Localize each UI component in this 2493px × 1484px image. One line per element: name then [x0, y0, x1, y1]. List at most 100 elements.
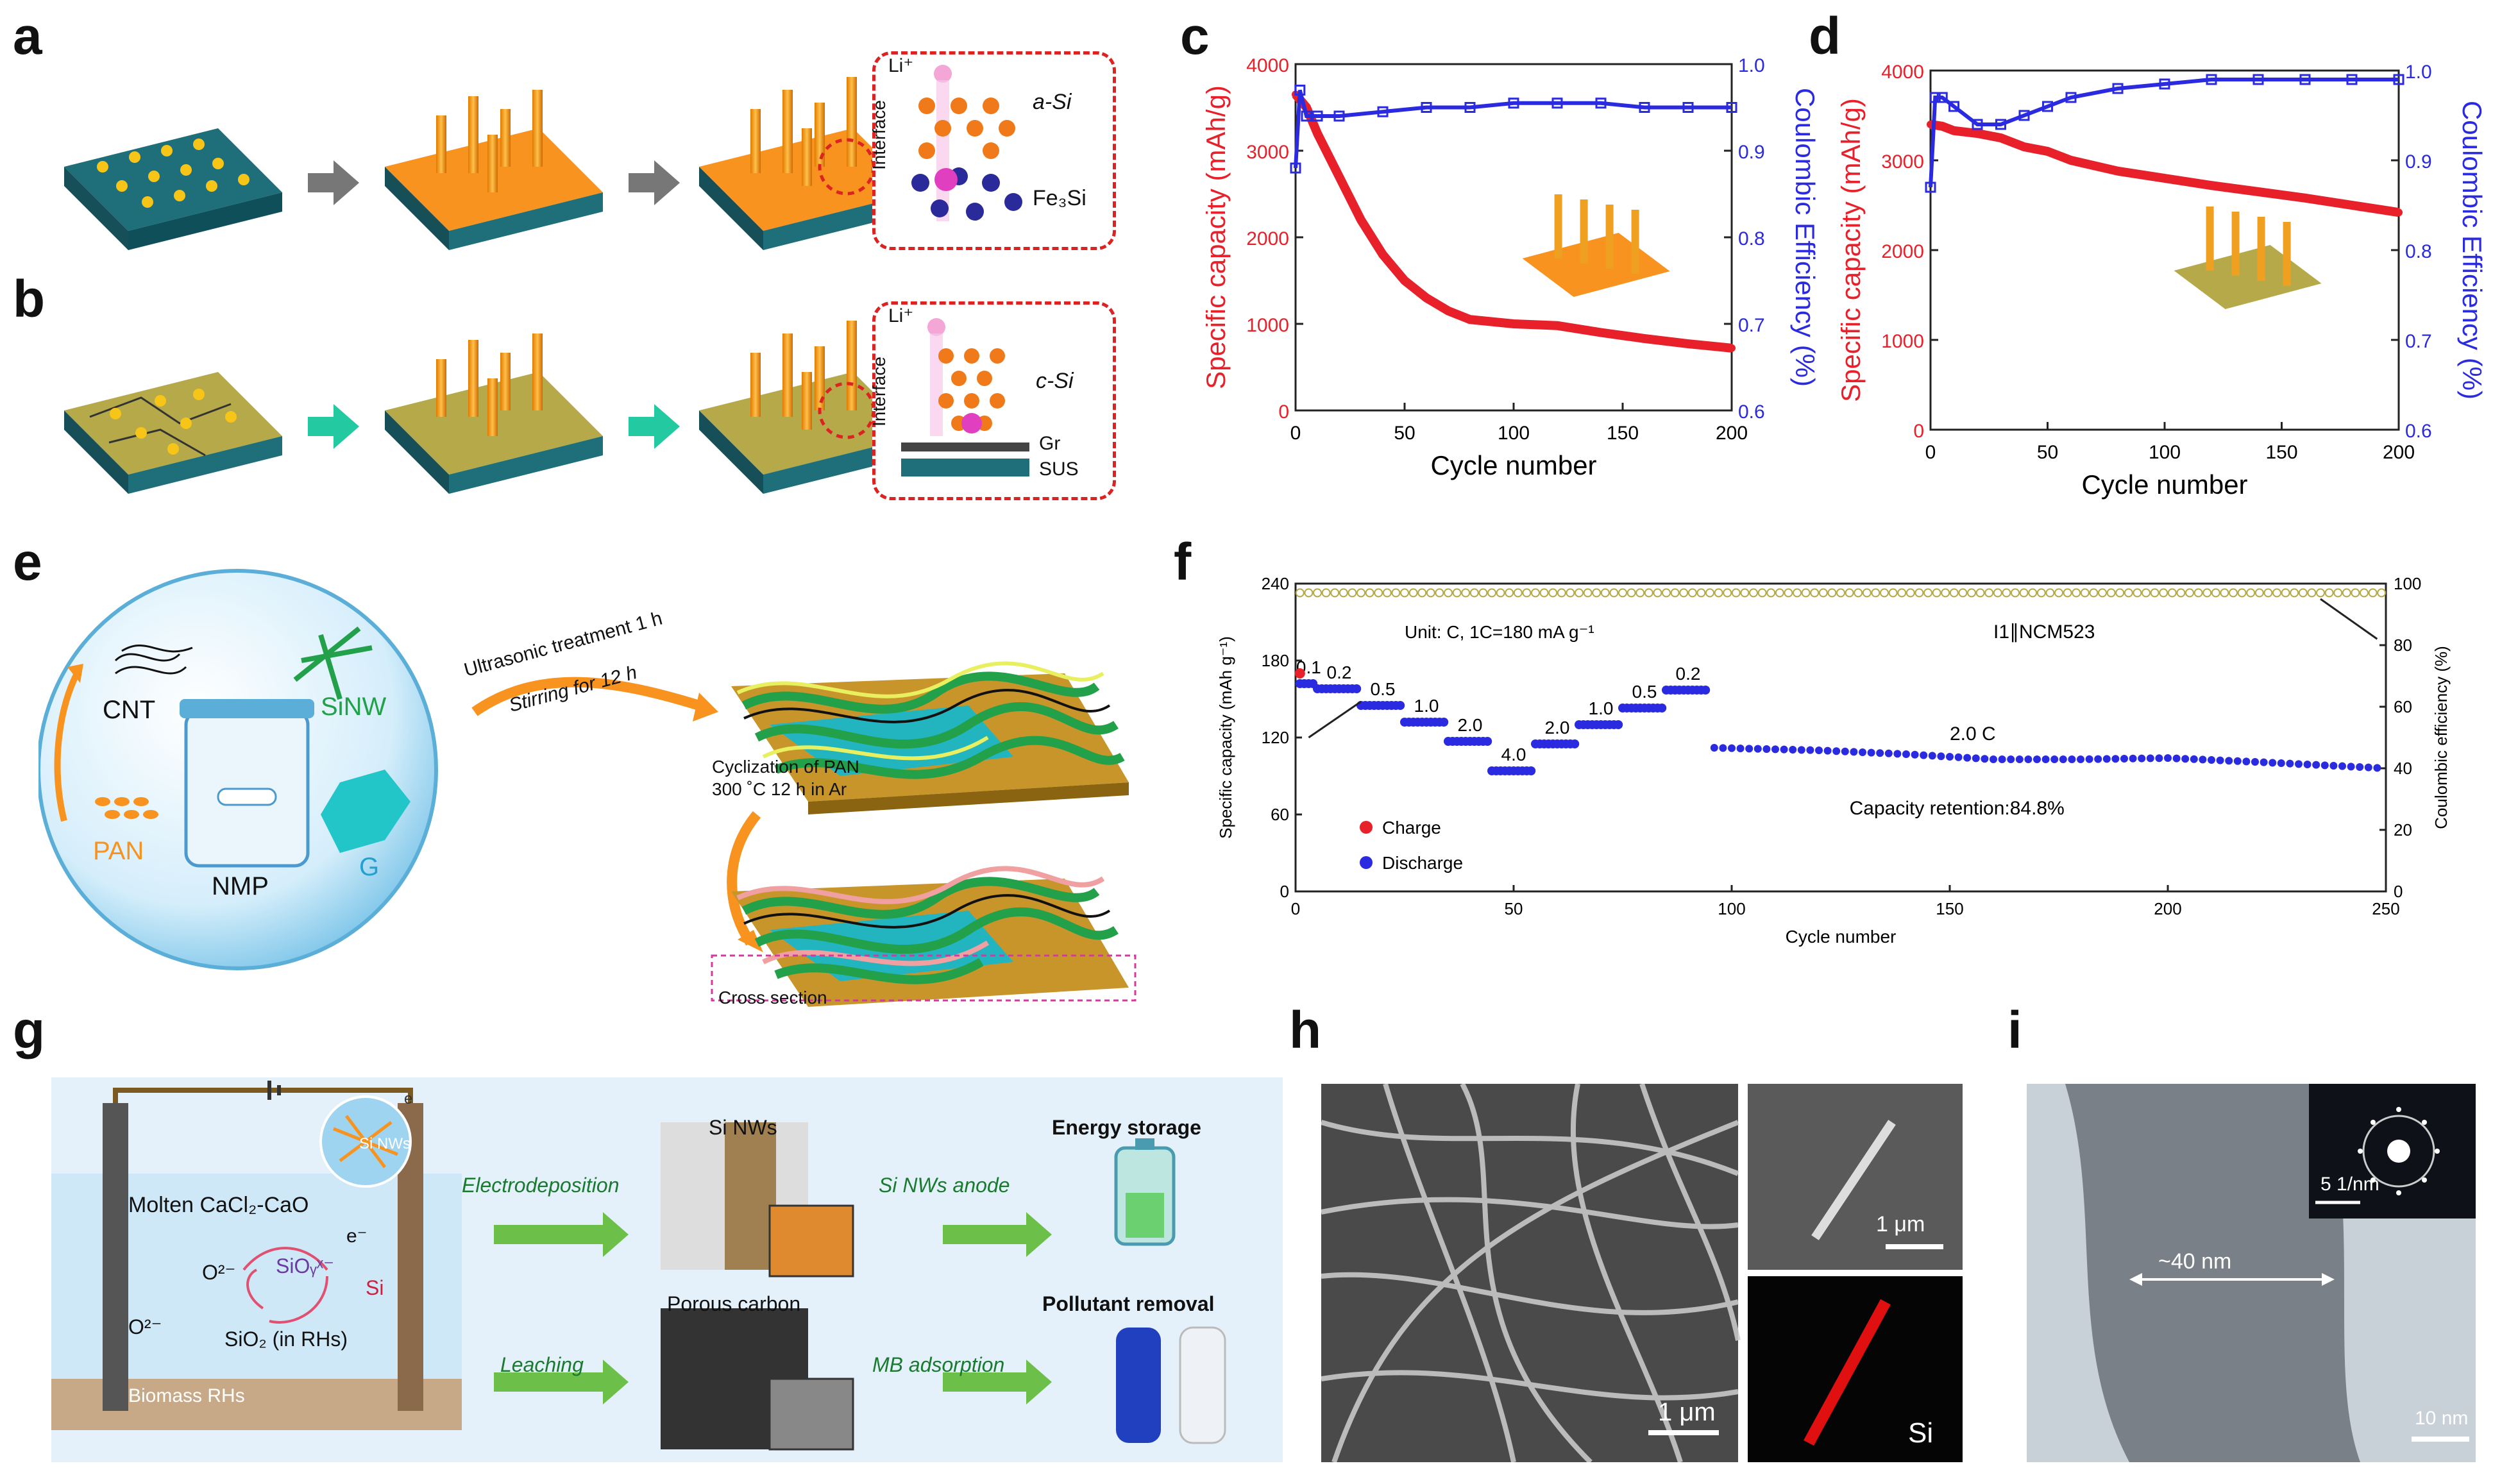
efficiency-point [2045, 588, 2055, 598]
efficiency-point [1871, 588, 1880, 598]
inset-a-interface: Interface [869, 100, 889, 170]
schematic-g [51, 1081, 1226, 1451]
annotation-rate: 2.0 C [1950, 723, 1996, 745]
y2-tick-label: 0.9 [1738, 142, 1765, 163]
efficiency-point [1290, 162, 1301, 174]
efficiency-point [1635, 588, 1645, 598]
discharge-point [2320, 761, 2329, 770]
y-tick-label: 2000 [1881, 241, 1924, 262]
efficiency-point [2193, 588, 2203, 598]
discharge-point [2347, 763, 2355, 771]
discharge-point [1701, 686, 1711, 695]
efficiency-point [2159, 588, 2168, 598]
y2-tick-label: 0.8 [2405, 241, 2432, 262]
legend-charge-marker [1360, 821, 1373, 834]
y2-tick-label: 0 [2394, 882, 2403, 901]
efficiency-point [2176, 588, 2186, 598]
efficiency-point [1505, 588, 1514, 598]
efficiency-point [1949, 588, 1959, 598]
efficiency-point [1391, 588, 1401, 598]
annotation-retention: Capacity retention:84.8% [1850, 798, 2065, 819]
discharge-point [2295, 760, 2303, 768]
efficiency-point [2018, 110, 2030, 121]
inset-a: Li⁺ Interface a-Si Fe₃Si [869, 51, 1116, 250]
label-cnt: CNT [103, 696, 156, 724]
efficiency-point [1723, 588, 1732, 598]
efficiency-point [1705, 588, 1714, 598]
discharge-point [2007, 755, 2015, 763]
discharge-point [2242, 757, 2251, 766]
y2-tick-label: 100 [2394, 574, 2421, 593]
label-nmp: NMP [212, 872, 269, 900]
chart-d: 0 50 100 150 200010002000300040000.60.70.80.… [1841, 62, 2487, 500]
battery-icon [1114, 1138, 1176, 1246]
efficiency-point [1836, 588, 1845, 598]
capacity-point [1950, 126, 1958, 135]
discharge-point [1963, 754, 1972, 762]
efficiency-point [1888, 588, 1898, 598]
efficiency-point [2011, 588, 2020, 598]
label-g: G [359, 853, 380, 881]
substrate-a1 [64, 128, 282, 250]
label-o2-left: O²⁻ [128, 1315, 162, 1338]
efficiency-point [2254, 588, 2264, 598]
discharge-point [1789, 746, 1797, 754]
efficiency-point [1972, 119, 1983, 130]
tem-image-i [2027, 1084, 2476, 1462]
y2-tick-label: 80 [2394, 636, 2412, 655]
capacity-point [2043, 148, 2052, 155]
discharge-point [1483, 737, 1492, 746]
arrow-e1 [471, 677, 701, 716]
efficiency-point [1670, 588, 1680, 598]
y-tick-label: 1000 [1246, 315, 1289, 336]
efficiency-point [2206, 74, 2217, 85]
capacity-point [1728, 344, 1736, 352]
label-si: Si [366, 1276, 384, 1299]
discharge-point [1762, 745, 1771, 753]
efficiency-point [2202, 588, 2212, 598]
x-tick-label: 100 [1718, 899, 1745, 918]
inset-substrate [1522, 233, 1670, 297]
efficiency-point [1627, 588, 1636, 598]
label-cross-section: Cross section [718, 988, 827, 1008]
y-axis-label: Specific capacity (mAh g⁻¹) [1216, 636, 1235, 839]
inset-b-top: c-Si [1036, 369, 1074, 393]
efficiency-point [2290, 588, 2299, 598]
chart-f: 0 50 100 150 200 250060120180240020406080100C… [1216, 574, 2451, 947]
efficiency-point [1551, 97, 1563, 109]
capacity-point [1444, 307, 1452, 315]
discharge-point [1920, 751, 1928, 759]
y2-tick-label: 0.6 [1738, 401, 1765, 423]
efficiency-point [1339, 588, 1348, 598]
efficiency-point [1687, 588, 1697, 598]
efficiency-point [1618, 588, 1627, 598]
efficiency-point [1330, 588, 1340, 598]
arrow-b2 [629, 404, 680, 449]
efficiency-point [1452, 588, 1462, 598]
efficiency-point [1348, 588, 1357, 598]
inset-rod [2206, 207, 2214, 271]
efficiency-point [1548, 588, 1558, 598]
graphene-icon [321, 770, 410, 853]
inset-rod [1631, 210, 1639, 274]
discharge-point [1981, 755, 1989, 763]
efficiency-point [2351, 588, 2360, 598]
discharge-point [1736, 745, 1745, 752]
efficiency-point [2098, 588, 2107, 598]
capacity-point [2348, 201, 2356, 209]
capacity-point [2395, 208, 2403, 217]
label-electrodeposition: Electrodeposition [462, 1174, 620, 1197]
capacity-point [2114, 167, 2122, 175]
panel-label-f: f [1174, 533, 1192, 591]
panel-label-a: a [13, 7, 42, 65]
y2-tick-label: 40 [2394, 759, 2412, 778]
efficiency-point [2028, 588, 2038, 598]
x-axis-label: Cycle number [1430, 450, 1596, 480]
efficiency-point [1592, 588, 1601, 598]
efficiency-point [2106, 588, 2116, 598]
discharge-point [2172, 754, 2181, 763]
legend-discharge-marker [1360, 856, 1373, 869]
x-tick-label: 200 [1716, 423, 1748, 444]
discharge-point [1614, 720, 1623, 729]
y-tick-label: 4000 [1246, 55, 1289, 76]
